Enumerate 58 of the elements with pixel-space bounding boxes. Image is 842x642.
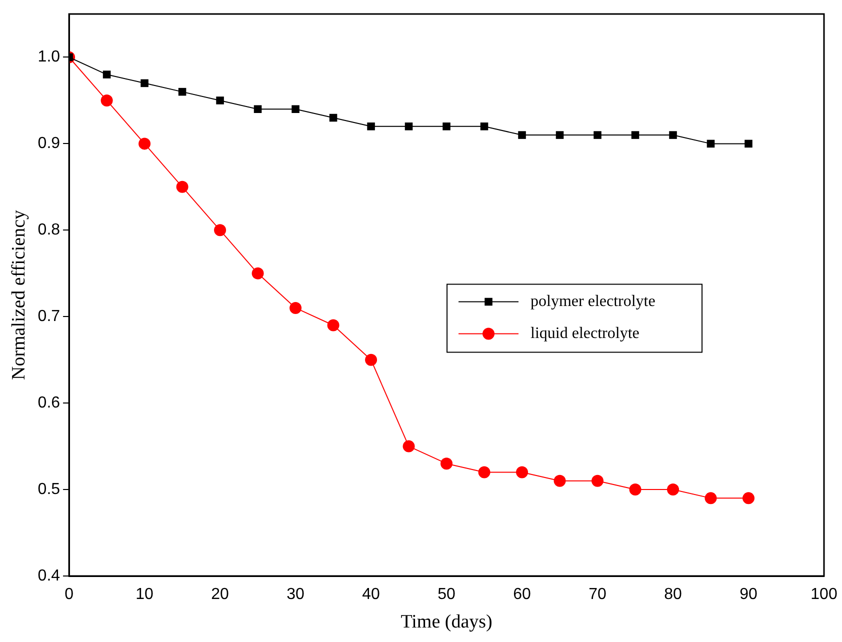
point bbox=[744, 140, 752, 148]
y-tick-label: 0.8 bbox=[38, 222, 60, 239]
point bbox=[365, 354, 378, 366]
point bbox=[554, 474, 566, 487]
point bbox=[254, 105, 262, 113]
point bbox=[214, 224, 226, 236]
x-tick-label: 0 bbox=[64, 586, 74, 604]
point bbox=[176, 180, 188, 193]
legend-label: polymer electrolyte bbox=[530, 292, 656, 310]
point bbox=[292, 105, 300, 113]
point bbox=[252, 267, 264, 280]
x-tick-label: 50 bbox=[438, 586, 456, 604]
point bbox=[327, 319, 340, 332]
point bbox=[138, 138, 151, 150]
point bbox=[478, 466, 490, 478]
point bbox=[402, 440, 415, 452]
y-tick-label: 0.4 bbox=[38, 567, 60, 584]
y-tick-label: 0.9 bbox=[38, 135, 60, 152]
point bbox=[216, 96, 224, 104]
point bbox=[556, 131, 564, 139]
point bbox=[367, 122, 375, 130]
point bbox=[704, 492, 717, 504]
point bbox=[516, 466, 528, 478]
x-tick-label: 70 bbox=[588, 586, 607, 604]
point bbox=[669, 131, 677, 139]
point bbox=[742, 492, 755, 504]
x-tick-label: 60 bbox=[513, 586, 532, 604]
y-axis-title: Normalized efficiency bbox=[8, 209, 30, 380]
point bbox=[290, 302, 302, 314]
point bbox=[329, 114, 338, 122]
point bbox=[629, 484, 642, 496]
point bbox=[442, 122, 450, 130]
y-tick-label: 0.5 bbox=[38, 480, 60, 498]
y-tick-label: 0.7 bbox=[38, 308, 60, 326]
point bbox=[706, 140, 715, 148]
x-tick-label: 40 bbox=[362, 586, 380, 604]
x-tick-label: 10 bbox=[136, 586, 154, 604]
point bbox=[102, 70, 111, 78]
x-tick-label: 80 bbox=[664, 586, 682, 604]
x-tick-label: 20 bbox=[211, 586, 230, 604]
x-tick-label: 90 bbox=[740, 586, 758, 604]
point bbox=[480, 122, 488, 130]
point bbox=[518, 131, 526, 139]
x-tick-label: 100 bbox=[810, 586, 838, 604]
point bbox=[631, 131, 640, 139]
x-tick-label: 30 bbox=[286, 586, 305, 604]
point bbox=[592, 474, 604, 487]
x-axis-title: Time (days) bbox=[400, 612, 492, 633]
point bbox=[140, 79, 148, 88]
point bbox=[404, 122, 413, 130]
point bbox=[440, 458, 453, 470]
y-tick-label: 1.0 bbox=[38, 48, 60, 66]
point bbox=[100, 94, 113, 106]
point bbox=[178, 88, 186, 96]
point bbox=[667, 484, 680, 496]
point bbox=[594, 131, 602, 139]
legend-label: liquid electrolyte bbox=[530, 324, 640, 342]
y-tick-label: 0.6 bbox=[38, 394, 60, 412]
